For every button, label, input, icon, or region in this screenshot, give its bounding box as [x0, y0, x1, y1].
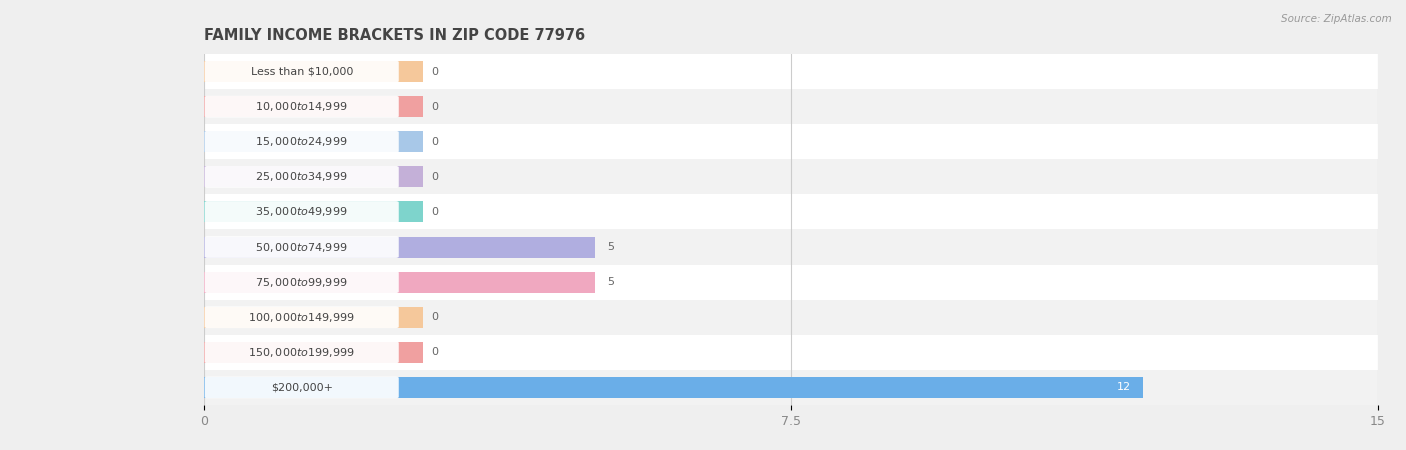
Text: FAMILY INCOME BRACKETS IN ZIP CODE 77976: FAMILY INCOME BRACKETS IN ZIP CODE 77976	[204, 28, 585, 43]
Text: $75,000 to $99,999: $75,000 to $99,999	[256, 276, 347, 288]
Bar	[204, 159, 1378, 194]
Bar	[204, 370, 1378, 405]
Bar	[204, 377, 1143, 398]
Text: 0: 0	[430, 207, 437, 217]
FancyBboxPatch shape	[205, 96, 399, 117]
Bar	[204, 96, 423, 117]
Bar	[204, 61, 423, 82]
Text: 0: 0	[430, 347, 437, 357]
Text: 0: 0	[430, 137, 437, 147]
Text: 0: 0	[430, 312, 437, 322]
Text: 0: 0	[430, 102, 437, 112]
Text: Source: ZipAtlas.com: Source: ZipAtlas.com	[1281, 14, 1392, 23]
Bar	[204, 202, 423, 222]
FancyBboxPatch shape	[205, 377, 399, 398]
FancyBboxPatch shape	[205, 131, 399, 153]
Bar	[204, 124, 1378, 159]
Text: $25,000 to $34,999: $25,000 to $34,999	[256, 171, 347, 183]
Text: Less than $10,000: Less than $10,000	[250, 67, 353, 76]
Text: 5: 5	[607, 242, 614, 252]
Bar	[204, 166, 423, 187]
Bar	[204, 307, 423, 328]
Bar	[204, 230, 1378, 265]
Text: $200,000+: $200,000+	[271, 382, 333, 392]
Text: $35,000 to $49,999: $35,000 to $49,999	[256, 206, 347, 218]
Text: $50,000 to $74,999: $50,000 to $74,999	[256, 241, 347, 253]
FancyBboxPatch shape	[205, 61, 399, 82]
Text: $150,000 to $199,999: $150,000 to $199,999	[249, 346, 356, 359]
Text: 0: 0	[430, 172, 437, 182]
FancyBboxPatch shape	[205, 166, 399, 188]
Bar	[204, 342, 423, 363]
Bar	[204, 335, 1378, 370]
Text: 12: 12	[1118, 382, 1132, 392]
Bar	[204, 265, 1378, 300]
Bar	[204, 300, 1378, 335]
Text: 0: 0	[430, 67, 437, 76]
FancyBboxPatch shape	[205, 342, 399, 363]
Text: $100,000 to $149,999: $100,000 to $149,999	[249, 311, 356, 324]
Text: $15,000 to $24,999: $15,000 to $24,999	[256, 135, 347, 148]
Bar	[204, 89, 1378, 124]
FancyBboxPatch shape	[205, 306, 399, 328]
Bar	[204, 194, 1378, 230]
Bar	[204, 272, 595, 292]
FancyBboxPatch shape	[205, 271, 399, 293]
FancyBboxPatch shape	[205, 236, 399, 258]
FancyBboxPatch shape	[205, 201, 399, 223]
Bar	[204, 131, 423, 152]
Text: $10,000 to $14,999: $10,000 to $14,999	[256, 100, 347, 113]
Bar	[204, 237, 595, 257]
Text: 5: 5	[607, 277, 614, 287]
Bar	[204, 54, 1378, 89]
